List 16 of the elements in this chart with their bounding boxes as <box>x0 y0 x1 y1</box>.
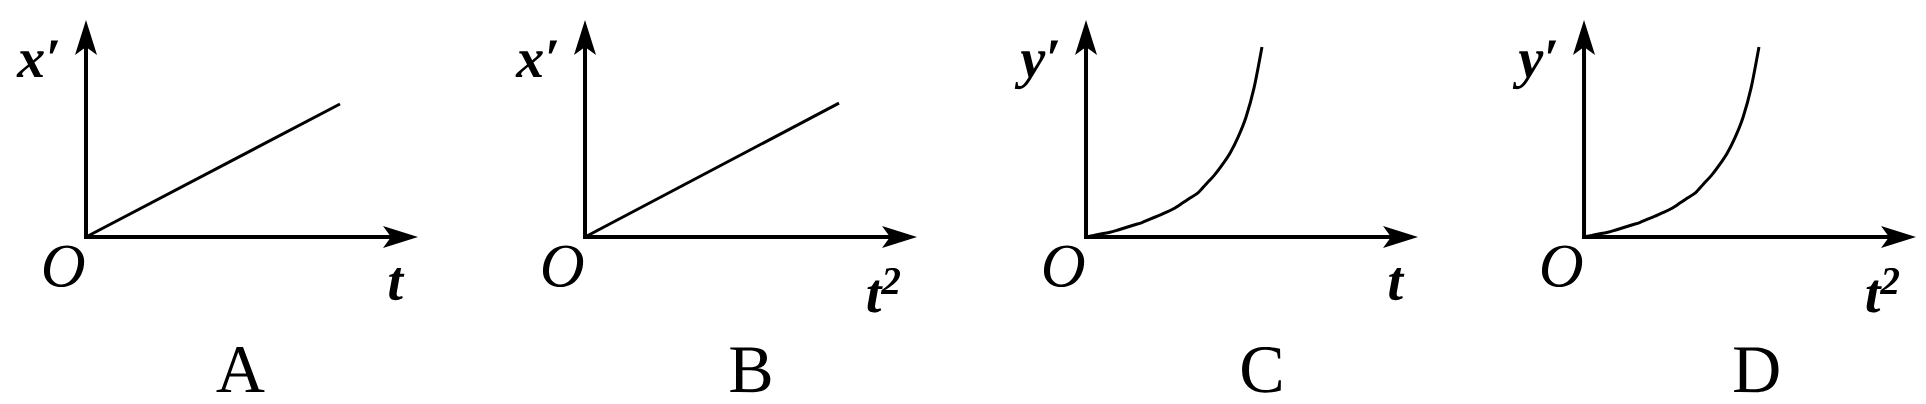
y-axis-title: y′ <box>1512 40 1557 90</box>
text: O <box>43 245 85 288</box>
text: O <box>542 245 584 288</box>
text: O <box>1043 245 1085 288</box>
text: O <box>1541 245 1583 288</box>
y-axis-title: y′ <box>1014 40 1059 90</box>
text: C <box>1242 346 1281 393</box>
text: D <box>1734 347 1779 393</box>
x-axis-title: t$^{2}$ <box>867 268 901 313</box>
y-axis-title: x′ <box>16 40 59 78</box>
x-axis-title: t <box>1389 268 1405 301</box>
text: A <box>216 347 265 392</box>
x-axis-title: t <box>389 268 405 301</box>
text: B <box>730 347 771 393</box>
x-axis-title: t$^{2}$ <box>1866 268 1900 313</box>
y-axis-title: x′ <box>515 40 558 78</box>
